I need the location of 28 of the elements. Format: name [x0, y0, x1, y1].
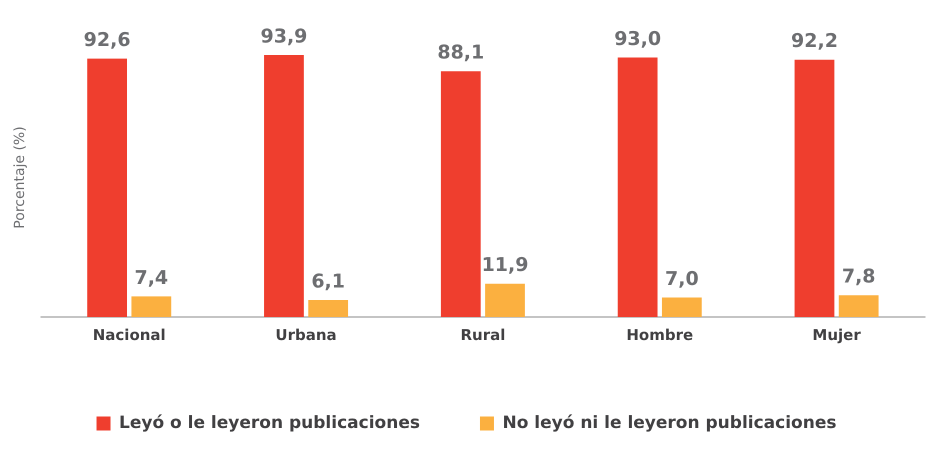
- y-axis-title: Porcentaje (%): [12, 126, 28, 229]
- bar: [87, 58, 128, 317]
- bar: [131, 296, 172, 317]
- bar: [308, 300, 348, 317]
- x-tick-label: Rural: [460, 326, 506, 344]
- bar: [618, 58, 658, 317]
- bar: [485, 284, 525, 317]
- data-label: 7,4: [134, 266, 168, 289]
- data-label: 6,1: [311, 270, 345, 292]
- legend-label: No leyó ni le leyeron publicaciones: [502, 412, 836, 433]
- data-label: 92,2: [791, 30, 838, 52]
- legend-label: Leyó o le leyeron publicaciones: [119, 412, 420, 433]
- data-label: 92,6: [84, 29, 131, 52]
- data-label: 88,1: [437, 42, 484, 64]
- x-tick-label: Urbana: [275, 326, 337, 344]
- x-tick-label: Nacional: [92, 326, 166, 344]
- data-label: 7,0: [665, 268, 699, 290]
- data-label: 93,0: [614, 28, 662, 50]
- bar: [264, 55, 304, 317]
- bar: [794, 60, 834, 317]
- bar: [440, 71, 481, 317]
- data-label: 7,8: [842, 266, 876, 288]
- bar: [662, 297, 702, 317]
- data-label: 93,9: [260, 25, 308, 48]
- data-label: 11,9: [482, 254, 528, 276]
- x-tick-label: Mujer: [812, 326, 862, 344]
- bar: [838, 295, 879, 317]
- x-tick-label: Hombre: [626, 326, 694, 344]
